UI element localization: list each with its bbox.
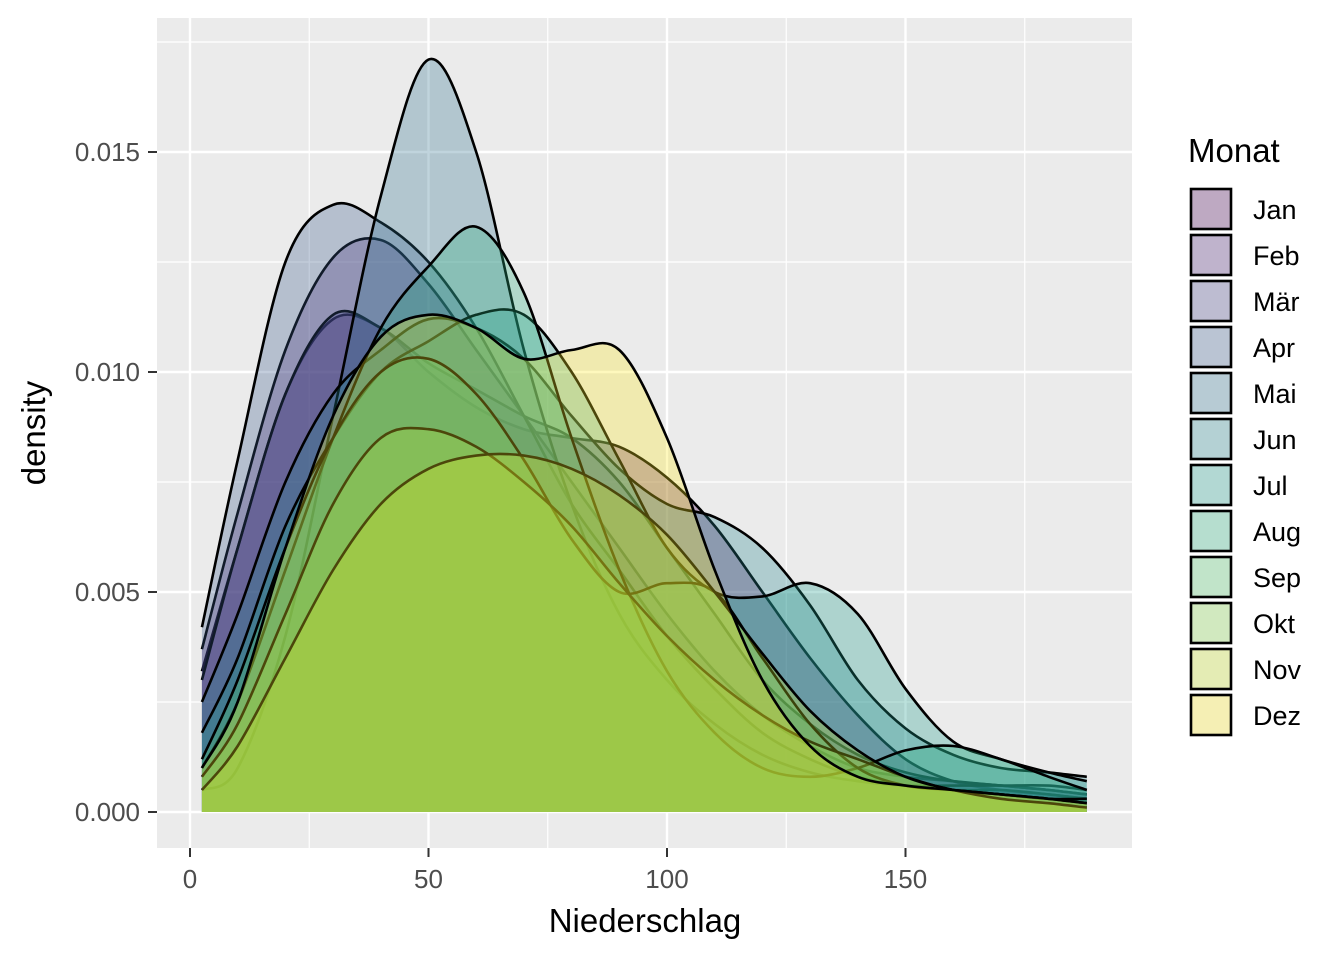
x-tick-label: 50 [414, 864, 443, 894]
legend-key-bg [1190, 418, 1232, 460]
density-outline [200, 452, 1087, 809]
legend-key-bg [1190, 694, 1232, 736]
legend-label: Jan [1253, 195, 1297, 225]
legend-label: Nov [1253, 655, 1302, 685]
legend-key-bg [1190, 510, 1232, 552]
density-fill [201, 226, 1087, 813]
legend-label: Jul [1253, 471, 1288, 501]
density-fill [201, 314, 1087, 812]
legend-key [1189, 325, 1233, 369]
legend-item-dez: Dez [1189, 693, 1301, 737]
density-fill [201, 238, 1087, 812]
legend-item-mai: Mai [1189, 371, 1297, 415]
density-nov [200, 452, 1087, 812]
legend: Jan Feb Mär Apr Mai Jun Jul Aug Sep Okt Nov Dez [1189, 187, 1302, 737]
legend-key [1189, 463, 1233, 507]
legend-key [1189, 555, 1233, 599]
legend-key [1189, 371, 1233, 415]
legend-item-mär: Mär [1189, 279, 1300, 323]
legend-item-sep: Sep [1189, 555, 1301, 599]
y-tick-label: 0.010 [75, 357, 140, 387]
legend-key [1189, 187, 1233, 231]
y-axis-title: density [15, 380, 52, 485]
legend-item-apr: Apr [1189, 325, 1295, 369]
density-outline [200, 225, 1088, 792]
legend-key [1189, 509, 1233, 553]
y-axis: 0.000 0.005 0.010 0.015 [75, 137, 157, 827]
legend-key-bg [1190, 556, 1232, 598]
legend-item-feb: Feb [1189, 233, 1300, 277]
density-fill [201, 58, 1087, 812]
legend-label: Mai [1253, 379, 1297, 409]
legend-label: Aug [1253, 517, 1301, 547]
legend-label: Okt [1253, 609, 1296, 639]
legend-key-bg [1190, 372, 1232, 414]
legend-item-jul: Jul [1189, 463, 1288, 507]
legend-item-okt: Okt [1189, 601, 1296, 645]
density-fill [201, 309, 1087, 812]
density-outline [200, 237, 1087, 796]
legend-label: Feb [1253, 241, 1300, 271]
legend-item-nov: Nov [1189, 647, 1302, 691]
grid-major [157, 18, 1132, 848]
legend-item-jan: Jan [1189, 187, 1297, 231]
density-dez [200, 313, 1087, 812]
legend-label: Mär [1253, 287, 1300, 317]
density-fill [201, 311, 1087, 812]
legend-key-bg [1190, 464, 1232, 506]
legend-key [1189, 647, 1233, 691]
density-fill [201, 453, 1087, 812]
legend-key [1189, 417, 1233, 461]
legend-label: Sep [1253, 563, 1301, 593]
density-areas [200, 57, 1088, 813]
legend-key [1189, 601, 1233, 645]
density-aug [200, 225, 1088, 813]
x-tick-label: 0 [183, 864, 197, 894]
legend-key [1189, 233, 1233, 277]
legend-key [1189, 693, 1233, 737]
y-tick-label: 0.005 [75, 577, 140, 607]
x-tick-label: 150 [884, 864, 927, 894]
legend-key-bg [1190, 188, 1232, 230]
x-axis-title: Niederschlag [549, 902, 742, 939]
density-mär [200, 309, 1087, 812]
density-fill [201, 314, 1087, 812]
density-fill [201, 318, 1087, 812]
density-outline [200, 309, 1087, 796]
density-fill [201, 428, 1087, 812]
legend-item-jun: Jun [1189, 417, 1297, 461]
legend-label: Apr [1253, 333, 1295, 363]
legend-key-bg [1190, 648, 1232, 690]
legend-key-bg [1190, 234, 1232, 276]
legend-item-aug: Aug [1189, 509, 1301, 553]
y-tick-label: 0.015 [75, 137, 140, 167]
legend-key-bg [1190, 280, 1232, 322]
legend-key [1189, 279, 1233, 323]
density-fill [201, 203, 1087, 812]
legend-key-bg [1190, 326, 1232, 368]
legend-title: Monat [1188, 132, 1280, 169]
density-outline [200, 313, 1087, 805]
density-feb [200, 237, 1087, 812]
legend-label: Dez [1253, 701, 1301, 731]
y-tick-label: 0.000 [75, 797, 140, 827]
legend-label: Jun [1253, 425, 1297, 455]
plot-panel [157, 18, 1132, 848]
legend-key-bg [1190, 602, 1232, 644]
x-axis: 0 50 100 150 [183, 848, 927, 894]
density-jul [200, 308, 1088, 812]
density-outline [200, 308, 1088, 783]
x-tick-label: 100 [645, 864, 688, 894]
